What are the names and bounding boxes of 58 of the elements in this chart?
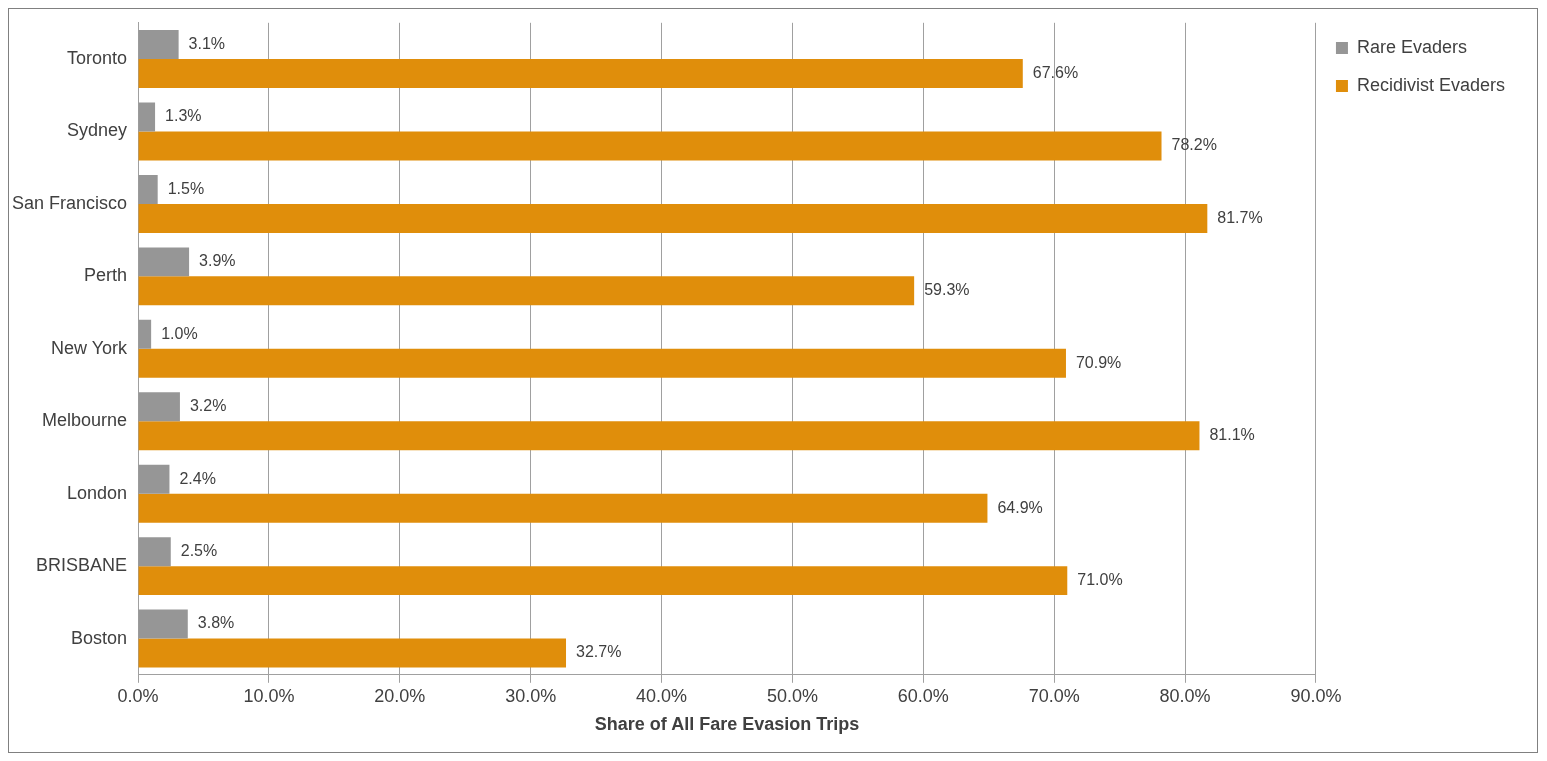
bar — [138, 203, 1208, 233]
bar — [138, 102, 156, 132]
y-tick-label: Melbourne — [41, 410, 128, 431]
bar — [138, 392, 180, 422]
bar — [138, 174, 158, 204]
data-label: 1.5% — [167, 179, 205, 197]
data-label: 70.9% — [1075, 353, 1122, 371]
bar — [138, 566, 1068, 596]
x-tick-label: 80.0% — [1159, 685, 1211, 706]
y-tick-label: BRISBANE — [36, 555, 128, 576]
data-label: 1.3% — [165, 107, 202, 125]
legend-label: Recidivist Evaders — [1356, 74, 1506, 95]
x-tick-label: 0.0% — [117, 685, 159, 706]
y-tick-label: Perth — [84, 265, 128, 286]
data-label: 1.0% — [161, 324, 198, 342]
bar — [138, 464, 170, 494]
data-label: 3.9% — [199, 252, 236, 270]
bar — [138, 247, 190, 277]
x-tick-label: 60.0% — [897, 685, 949, 706]
data-label: 3.8% — [197, 614, 235, 632]
bar — [138, 537, 171, 567]
data-label: 81.1% — [1209, 426, 1255, 444]
data-label: 64.9% — [997, 498, 1043, 516]
bar — [138, 30, 179, 60]
data-label: 32.7% — [576, 643, 622, 661]
x-tick-label: 40.0% — [636, 685, 688, 706]
bar — [138, 59, 1023, 88]
bar — [138, 609, 188, 639]
y-tick-label: Boston — [71, 627, 128, 648]
y-tick-label: San Francisco — [11, 192, 128, 213]
data-label: 2.5% — [180, 542, 218, 560]
bar — [138, 348, 1066, 378]
bar — [138, 638, 567, 668]
data-label: 71.0% — [1077, 571, 1123, 589]
data-label: 81.7% — [1217, 208, 1263, 226]
x-tick-label: 20.0% — [374, 685, 426, 706]
x-tick-label: 50.0% — [766, 685, 818, 706]
legend-label: Rare Evaders — [1356, 36, 1468, 57]
data-label: 3.2% — [189, 397, 227, 415]
x-tick-label: 10.0% — [243, 685, 295, 706]
y-tick-label: Sydney — [67, 120, 128, 141]
bar — [138, 493, 988, 523]
data-label: 67.6% — [1032, 63, 1079, 81]
y-tick-label: London — [66, 482, 128, 503]
x-tick-label: 30.0% — [505, 685, 557, 706]
bar — [138, 421, 1200, 451]
x-tick-label: 90.0% — [1290, 685, 1342, 706]
bar — [138, 131, 1162, 161]
data-label: 78.2% — [1171, 136, 1217, 154]
data-label: 3.1% — [188, 34, 226, 52]
data-label: 2.4% — [179, 469, 216, 487]
data-label: 59.3% — [924, 281, 970, 299]
bar — [138, 319, 152, 349]
y-tick-label: Toronto — [67, 47, 128, 68]
x-axis-title: Share of All Fare Evasion Trips — [594, 714, 860, 735]
bar — [138, 276, 915, 306]
y-tick-label: New York — [51, 337, 129, 358]
x-tick-label: 70.0% — [1028, 685, 1080, 706]
